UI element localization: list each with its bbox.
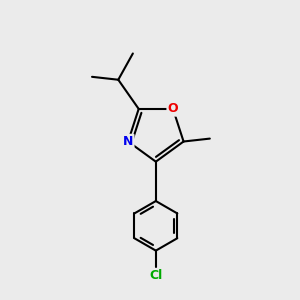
Text: Cl: Cl [149,269,163,282]
Text: N: N [123,135,133,148]
Text: O: O [168,102,178,116]
